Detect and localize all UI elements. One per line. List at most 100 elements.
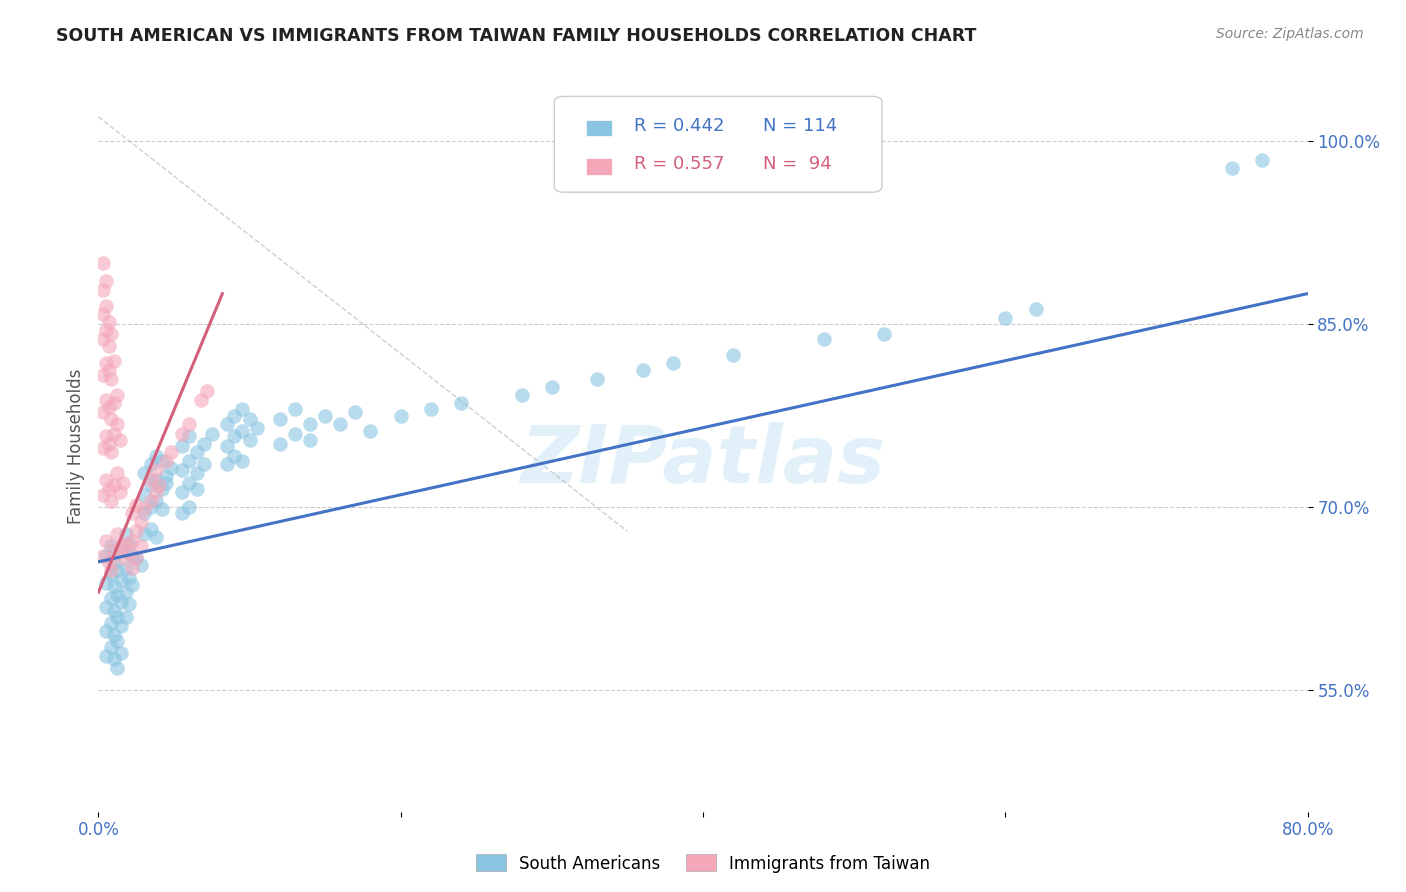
Point (94, 473, 117, 487)
Point (186, 445, 208, 459)
Point (94, 648, 117, 663)
Point (994, 311, 1017, 326)
Point (145, 473, 167, 487)
Point (132, 526, 155, 541)
Point (91, 405, 114, 419)
Point (329, 417, 352, 431)
Point (94, 323, 117, 337)
Point (155, 453, 177, 467)
Text: R = 0.442: R = 0.442 (634, 117, 724, 135)
Point (94, 624, 117, 639)
Point (105, 661, 128, 675)
Point (105, 526, 128, 541)
Point (269, 412, 291, 426)
Point (344, 405, 367, 419)
Point (125, 498, 148, 512)
Text: Source: ZipAtlas.com: Source: ZipAtlas.com (1216, 27, 1364, 41)
Point (114, 585, 136, 599)
Point (121, 578, 143, 592)
Point (141, 473, 163, 487)
Point (179, 429, 201, 443)
Point (145, 530, 167, 544)
Point (170, 506, 193, 520)
Point (160, 461, 183, 475)
Point (103, 426, 125, 441)
Point (540, 380, 562, 394)
Legend: South Americans, Immigrants from Taiwan: South Americans, Immigrants from Taiwan (470, 847, 936, 880)
Point (94, 392, 117, 407)
Point (103, 652, 125, 666)
Point (132, 466, 155, 480)
Point (114, 536, 136, 550)
Point (239, 433, 262, 447)
Text: ZIPatlas: ZIPatlas (520, 422, 886, 500)
Point (105, 388, 128, 402)
Point (103, 542, 125, 557)
Point (284, 426, 307, 441)
Point (150, 453, 173, 467)
Point (100, 615, 122, 630)
Point (105, 563, 128, 577)
Point (129, 539, 152, 553)
Point (224, 449, 246, 463)
Point (1220, 161, 1243, 175)
Point (91, 307, 114, 321)
Point (94, 549, 117, 563)
Point (231, 453, 253, 467)
Point (108, 485, 131, 500)
Point (239, 412, 262, 426)
Point (129, 558, 152, 573)
Point (103, 396, 125, 410)
Point (155, 475, 177, 490)
Point (98, 339, 121, 353)
Point (118, 546, 141, 560)
Point (160, 445, 183, 459)
Text: R = 0.557: R = 0.557 (634, 155, 724, 173)
Point (114, 561, 136, 575)
Point (110, 646, 132, 660)
Point (360, 425, 382, 439)
Point (100, 563, 122, 577)
Point (170, 439, 193, 453)
Point (114, 526, 136, 541)
Point (450, 396, 472, 410)
Point (114, 609, 136, 624)
Point (269, 436, 291, 450)
Point (299, 433, 322, 447)
Point (132, 502, 155, 516)
Point (98, 400, 121, 414)
Point (100, 640, 122, 655)
Point (98, 315, 121, 329)
Point (94, 275, 117, 289)
Point (231, 402, 253, 417)
Point (118, 571, 141, 585)
Point (100, 372, 122, 386)
Point (91, 256, 114, 270)
Point (873, 326, 896, 341)
Point (103, 579, 125, 593)
Point (98, 482, 121, 496)
Point (100, 412, 122, 426)
Point (215, 458, 238, 472)
Point (94, 429, 117, 443)
Point (100, 591, 122, 606)
Point (145, 463, 167, 477)
Point (105, 417, 128, 431)
Text: SOUTH AMERICAN VS IMMIGRANTS FROM TAIWAN FAMILY HOUSEHOLDS CORRELATION CHART: SOUTH AMERICAN VS IMMIGRANTS FROM TAIWAN… (56, 27, 977, 45)
Point (215, 439, 238, 453)
Point (103, 555, 125, 569)
Point (91, 442, 114, 456)
Point (98, 436, 121, 450)
Point (186, 466, 208, 480)
Point (103, 628, 125, 642)
Point (125, 524, 148, 539)
Bar (586, 120, 613, 136)
Point (91, 549, 114, 563)
Point (121, 561, 143, 575)
Point (121, 549, 143, 563)
Point (150, 482, 173, 496)
Point (193, 436, 215, 450)
Point (201, 426, 224, 441)
Point (91, 283, 114, 297)
Point (141, 522, 163, 536)
